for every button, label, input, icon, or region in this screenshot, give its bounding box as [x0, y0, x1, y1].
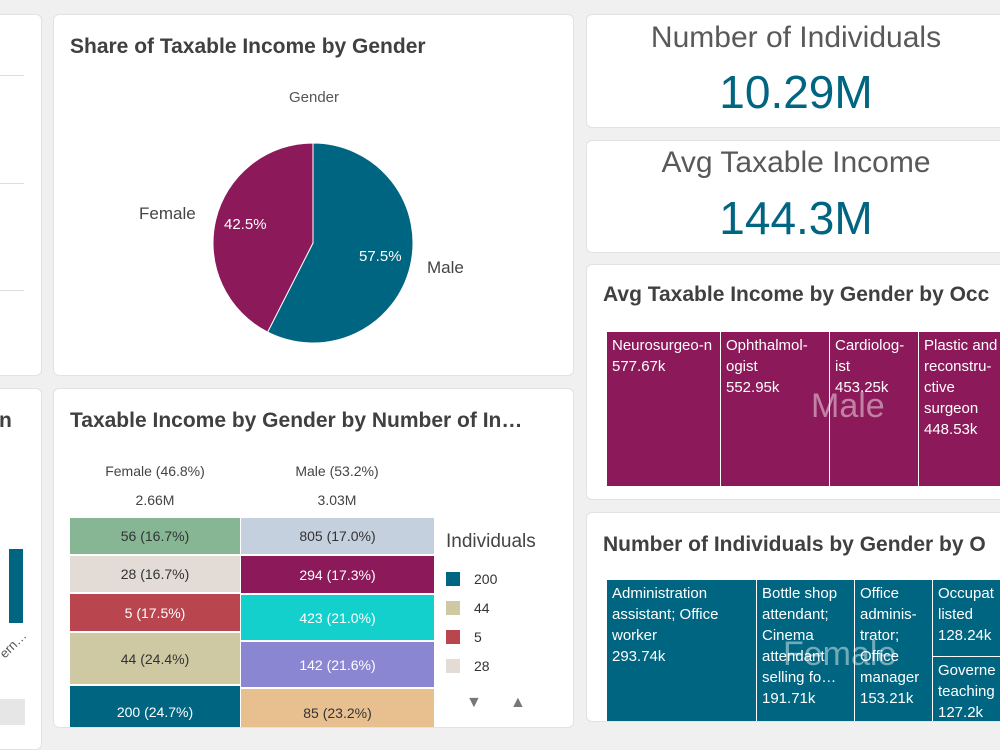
treemap-cell-ophthalmologist[interactable]: Ophthalmol-ogist 552.95k — [721, 332, 830, 487]
treemap-cell-plastic-surgeon[interactable]: Plastic and reconstru-ctive surgeon 448.… — [919, 332, 1000, 487]
treemap-cell-neurosurgeon[interactable]: Neurosurgeo-n 577.67k — [607, 332, 721, 487]
cell-name: Administration assistant; Office worker — [612, 585, 719, 644]
cell-value: 191.71k — [762, 690, 816, 707]
mekko-chart-card: Taxable Income by Gender by Number of In… — [53, 388, 574, 728]
gridline — [0, 75, 24, 76]
legend-item-44[interactable]: 44 — [446, 600, 490, 616]
treemap-cell-occupation-not-listed[interactable]: Occupat listed 128.24k — [933, 580, 1000, 657]
legend-item-5[interactable]: 5 — [446, 629, 482, 645]
legend-item-28[interactable]: 28 — [446, 658, 490, 674]
legend-item-200[interactable]: 200 — [446, 571, 497, 587]
treemap-income-area — [607, 332, 1000, 487]
pie-chart-card: Share of Taxable Income by Gender Gender… — [53, 14, 574, 376]
treemap-individuals-area — [607, 580, 1000, 721]
gridline — [0, 290, 24, 291]
mekko-cell-female-5[interactable]: 5 (17.5%) — [70, 594, 240, 633]
partial-bar — [9, 549, 23, 623]
left-partial-card-bottom: n ern… — [0, 388, 42, 750]
mekko-cell-male-805[interactable]: 805 (17.0%) — [240, 518, 434, 556]
cell-name: Cardiolog-ist — [835, 337, 905, 375]
cell-value: 128.24k — [938, 627, 992, 644]
mekko-male-total: 3.03M — [317, 492, 357, 508]
cell-value: 448.53k — [924, 421, 978, 438]
cell-value: 127.2k — [938, 704, 984, 721]
mekko-cell-male-85[interactable]: 85 (23.2%) — [240, 689, 434, 727]
mekko-legend-title: Individuals — [446, 531, 536, 552]
mekko-cell-male-142[interactable]: 142 (21.6%) — [240, 642, 434, 689]
kpi-income-value: 144.3M — [719, 192, 873, 244]
legend-scroll-up-icon[interactable]: ▲ — [510, 694, 526, 711]
legend-swatch — [446, 572, 460, 586]
treemap-avg-income-card: Avg Taxable Income by Gender by Occ Neur… — [586, 264, 1000, 500]
treemap-individuals-card: Number of Individuals by Gender by O Adm… — [586, 512, 1000, 722]
pie-female-percent: 42.5% — [224, 216, 267, 233]
partial-scrollbar[interactable] — [0, 699, 25, 725]
pie-slice-male[interactable] — [266, 142, 414, 344]
pie-male-label: Male — [427, 258, 464, 277]
cell-name: Governe teaching — [938, 662, 996, 700]
kpi-individuals-value: 10.29M — [719, 66, 873, 118]
legend-scroll-down-icon[interactable]: ▼ — [466, 694, 482, 711]
kpi-individuals-label: Number of Individuals — [650, 21, 942, 54]
legend-label: 28 — [474, 658, 490, 674]
pie-male-percent: 57.5% — [359, 248, 402, 265]
mekko-cell-female-200[interactable]: 200 (24.7%) — [70, 686, 240, 727]
treemap-cell-administration-assistant[interactable]: Administration assistant; Office worker … — [607, 580, 757, 721]
cell-name: Bottle shop attendant; Cinema attendant … — [762, 585, 838, 686]
treemap-cell-government-teaching[interactable]: Governe teaching 127.2k — [933, 657, 1000, 721]
cell-name: Ophthalmol-ogist — [726, 337, 808, 375]
mekko-female-header: Female (46.8%) — [105, 463, 205, 479]
cell-value: 453.25k — [835, 379, 889, 396]
pie-chart[interactable] — [211, 141, 415, 345]
kpi-avg-taxable-income: Avg Taxable Income 144.3M — [586, 140, 1000, 253]
pie-chart-title: Share of Taxable Income by Gender — [70, 35, 426, 58]
mekko-cell-female-44[interactable]: 44 (24.4%) — [70, 633, 240, 686]
legend-label: 200 — [474, 571, 498, 587]
cell-value: 293.74k — [612, 648, 666, 665]
cell-name: Neurosurgeo-n — [612, 337, 713, 354]
treemap-cell-bottle-shop-attendant[interactable]: Bottle shop attendant; Cinema attendant … — [757, 580, 855, 721]
kpi-income-label: Avg Taxable Income — [661, 146, 931, 179]
mekko-male-header: Male (53.2%) — [295, 463, 379, 479]
legend-swatch — [446, 601, 460, 615]
mekko-female-total: 2.66M — [135, 492, 175, 508]
pie-dimension-label: Gender — [288, 89, 340, 106]
treemap-cell-cardiologist[interactable]: Cardiolog-ist 453.25k — [830, 332, 919, 487]
mekko-cell-male-423[interactable]: 423 (21.0%) — [240, 595, 434, 642]
mekko-cell-male-294[interactable]: 294 (17.3%) — [240, 556, 434, 595]
cell-value: 153.21k — [860, 690, 914, 707]
left-partial-card-top — [0, 14, 42, 376]
cell-value: 552.95k — [726, 379, 780, 396]
cell-name: Occupat listed — [938, 585, 994, 623]
pie-slice-female[interactable] — [212, 142, 314, 333]
mekko-cell-female-28[interactable]: 28 (16.7%) — [70, 556, 240, 594]
pie-female-label: Female — [139, 204, 196, 223]
treemap-income-title: Avg Taxable Income by Gender by Occ — [603, 283, 990, 306]
legend-swatch — [446, 659, 460, 673]
cell-name: Plastic and reconstru-ctive surgeon — [924, 337, 998, 417]
cell-name: Office adminis-trator; Office manager — [860, 585, 920, 686]
mekko-chart-title: Taxable Income by Gender by Number of In… — [70, 409, 523, 432]
partial-axis-label: ern… — [0, 627, 30, 662]
gridline — [0, 183, 24, 184]
treemap-individuals-title: Number of Individuals by Gender by O — [603, 533, 986, 556]
legend-label: 5 — [474, 629, 482, 645]
legend-swatch — [446, 630, 460, 644]
kpi-number-of-individuals: Number of Individuals 10.29M — [586, 14, 1000, 128]
cell-value: 577.67k — [612, 358, 666, 375]
treemap-cell-office-administrator[interactable]: Office adminis-trator; Office manager 15… — [855, 580, 933, 721]
mekko-cell-female-56[interactable]: 56 (16.7%) — [70, 518, 240, 556]
partial-title: n — [0, 409, 12, 432]
legend-label: 44 — [474, 600, 490, 616]
